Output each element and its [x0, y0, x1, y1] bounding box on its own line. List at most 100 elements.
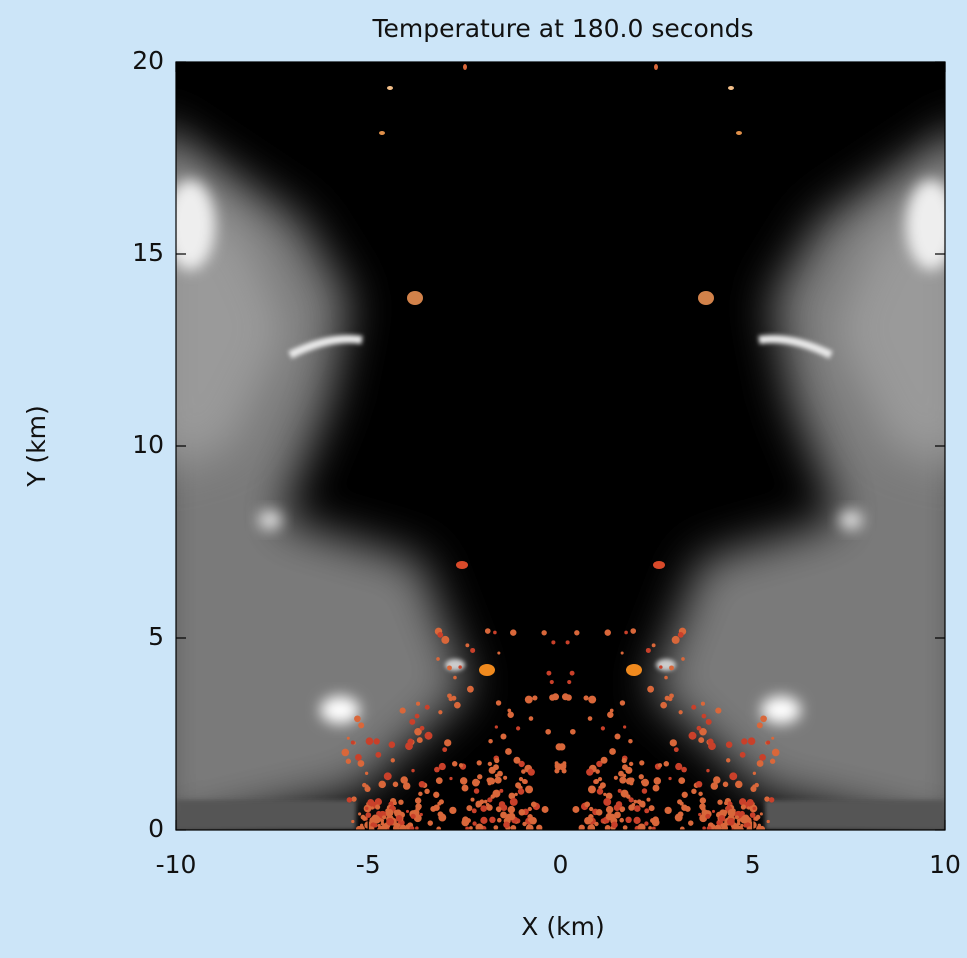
- speckle: [677, 799, 683, 805]
- axes: [175, 61, 946, 831]
- speckle: [695, 780, 703, 788]
- hot-spots: [341, 64, 780, 830]
- speckle: [740, 823, 744, 828]
- speckle: [701, 713, 707, 719]
- speckle: [619, 817, 624, 823]
- speckle: [681, 766, 687, 773]
- y-tick-label: 5: [148, 622, 164, 651]
- speckle: [383, 772, 392, 781]
- speckle: [414, 727, 422, 736]
- speckle: [600, 756, 608, 764]
- speckle: [467, 685, 474, 693]
- speckle: [752, 771, 757, 775]
- speckle: [424, 788, 430, 795]
- speckle: [644, 808, 650, 814]
- speckle: [433, 791, 440, 798]
- speckle: [493, 630, 497, 635]
- speckle: [549, 679, 554, 685]
- y-tick-label: 0: [148, 814, 164, 843]
- speckle: [495, 700, 502, 706]
- speckle: [402, 782, 411, 790]
- speckle: [587, 824, 596, 830]
- speckle: [500, 733, 507, 740]
- speckle: [371, 814, 380, 823]
- speckle: [727, 809, 736, 817]
- speckle: [555, 743, 563, 751]
- speckle: [507, 711, 514, 718]
- speckle: [771, 736, 775, 740]
- speckle: [688, 820, 694, 826]
- speckle: [507, 805, 516, 814]
- speckle: [628, 797, 634, 803]
- speckle: [633, 805, 641, 812]
- speckle: [638, 774, 644, 780]
- speckle: [510, 824, 517, 830]
- speckle: [473, 788, 480, 794]
- speckle: [639, 760, 645, 766]
- speckle: [365, 737, 374, 746]
- speckle: [747, 806, 751, 810]
- speckle: [722, 781, 729, 788]
- speckle: [691, 704, 697, 710]
- speckle: [546, 670, 552, 676]
- y-tick-label: 15: [132, 238, 164, 267]
- speckle: [628, 761, 634, 767]
- speckle: [368, 826, 375, 830]
- speckle: [726, 758, 731, 763]
- speckle: [734, 815, 739, 820]
- speckle: [771, 748, 780, 757]
- speckle: [605, 792, 613, 800]
- speckle: [498, 801, 506, 808]
- speckle: [671, 635, 680, 644]
- hot-spot: [626, 664, 642, 676]
- speckle: [521, 778, 528, 785]
- speckle: [465, 826, 470, 830]
- speckle: [516, 726, 521, 731]
- speckle: [618, 770, 624, 777]
- speckle: [462, 816, 469, 824]
- speckle: [756, 722, 763, 729]
- speckle: [495, 806, 502, 812]
- speckle: [756, 825, 763, 830]
- speckle: [759, 754, 766, 761]
- speckle: [489, 816, 496, 824]
- speckle: [437, 631, 444, 638]
- speckle: [378, 780, 386, 789]
- speckle: [750, 785, 757, 793]
- speckle: [493, 764, 499, 771]
- speckle: [619, 776, 627, 784]
- speckle: [515, 782, 522, 789]
- hot-spot: [463, 64, 467, 70]
- speckle: [681, 791, 688, 798]
- speckle: [345, 758, 352, 764]
- speckle: [625, 816, 632, 824]
- speckle: [410, 813, 416, 819]
- speckle: [524, 695, 533, 704]
- speckle: [365, 812, 372, 818]
- speckle: [614, 733, 621, 740]
- speckle: [354, 715, 361, 723]
- speckle: [691, 788, 697, 795]
- speckle: [706, 826, 712, 830]
- speckle: [487, 781, 492, 786]
- speckle: [380, 818, 385, 823]
- speckle: [494, 757, 500, 764]
- speckle: [584, 801, 591, 808]
- speckle: [525, 824, 534, 830]
- speckle: [470, 647, 476, 653]
- speckle: [614, 811, 621, 819]
- speckle: [722, 822, 728, 828]
- speckle: [341, 748, 350, 757]
- speckle: [638, 800, 646, 808]
- speckle: [599, 782, 606, 789]
- speckle: [388, 741, 396, 748]
- speckle: [715, 707, 722, 714]
- speckle: [441, 635, 450, 644]
- speckle: [398, 799, 404, 805]
- speckle: [522, 821, 527, 827]
- speckle: [766, 819, 770, 824]
- speckle: [419, 725, 425, 731]
- speckle: [532, 695, 538, 701]
- speckle: [698, 737, 705, 744]
- speckle: [589, 806, 594, 812]
